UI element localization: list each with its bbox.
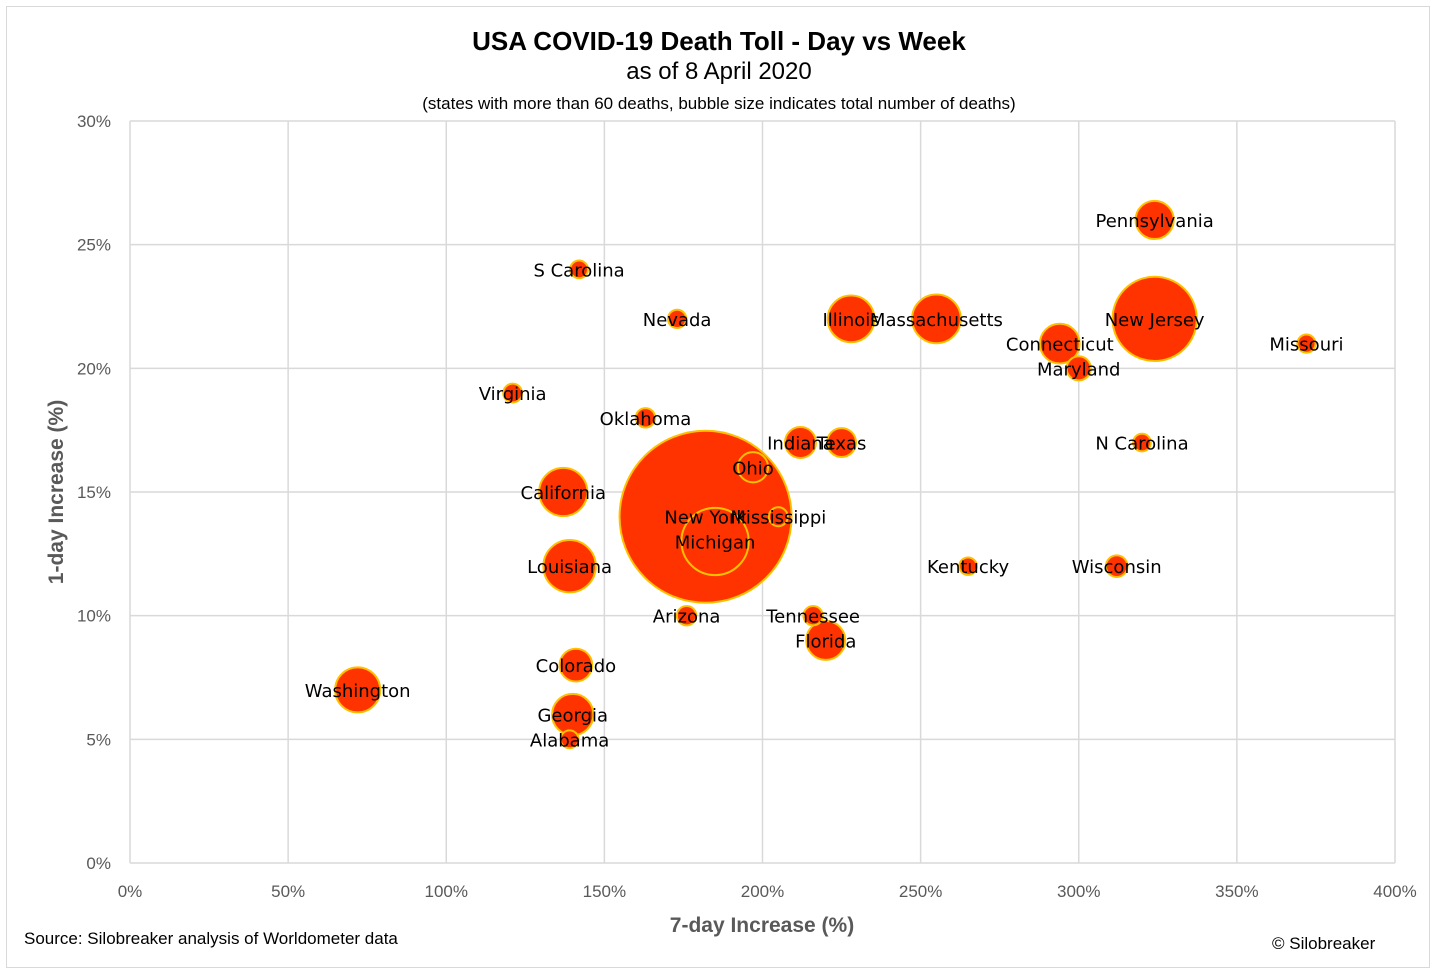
bubble-label-alabama: Alabama [530,730,609,751]
bubble-texas [826,427,858,458]
bubble-label-arizona: Arizona [653,607,721,628]
bubble-label-nevada: Nevada [643,310,712,331]
x-tick-label: 50% [271,882,305,901]
bubble-label-wisconsin: Wisconsin [1072,557,1162,578]
bubble-connecticut [1038,322,1081,365]
x-tick-label: 250% [899,882,942,901]
bubble-label-oklahoma: Oklahoma [600,409,692,430]
bubble-illinois [826,294,876,344]
bubble-california [538,466,589,518]
bubble-label-texas: Texas [816,434,867,455]
bubble-label-ohio: Ohio [732,458,774,479]
bubble-label-new-jersey: New Jersey [1105,310,1205,331]
bubble-label-colorado: Colorado [536,656,616,677]
bubble-indiana [783,426,817,460]
source-note: Source: Silobreaker analysis of Worldome… [24,929,398,948]
bubble-oklahoma [634,407,657,429]
bubble-label-n-carolina: N Carolina [1095,434,1188,455]
bubble-label-florida: Florida [795,631,856,652]
chart-note: (states with more than 60 deaths, bubble… [422,94,1016,113]
bubbles [334,199,1317,750]
bubble-label-georgia: Georgia [537,706,608,727]
bubble-maryland [1065,355,1092,382]
chart-title: USA COVID-19 Death Toll - Day vs Week [472,26,966,56]
y-tick-label: 10% [77,607,111,626]
bubble-tennessee [802,605,824,627]
bubble-alabama [559,729,580,750]
bubble-label-pennsylvania: Pennsylvania [1096,211,1214,232]
bubble-virginia [502,382,524,404]
bubble-colorado [558,647,594,683]
bubble-label-tennessee: Tennessee [765,607,860,628]
bubble-s-carolina [569,259,589,280]
x-tick-label: 350% [1215,882,1258,901]
tick-labels: 0% 50% 100% 150% 200% 250% 300% 350% 400% 0% 5% 10%… [77,112,1417,901]
bubble-pennsylvania [1134,199,1175,241]
y-axis-title: 1-day Increase (%) [45,400,68,584]
bubble-label-connecticut: Connecticut [1006,335,1114,356]
x-tick-label: 100% [425,882,468,901]
bubble-label-washington: Washington [305,681,411,702]
x-tick-label: 300% [1057,882,1100,901]
bubble-michigan [680,506,750,577]
bubble-label-mississippi: Mississippi [730,508,826,529]
bubble-label-missouri: Missouri [1269,335,1343,356]
bubble-massachusetts [911,293,962,345]
bubble-missouri [1296,333,1317,354]
chart-frame [6,6,1430,968]
bubble-washington [334,666,382,714]
y-tick-label: 15% [77,483,111,502]
x-tick-label: 0% [118,882,143,901]
bubble-louisiana [542,538,597,594]
x-tick-label: 150% [583,882,626,901]
y-tick-label: 25% [77,236,111,255]
y-tick-label: 20% [77,359,111,378]
x-axis-title: 7-day Increase (%) [670,914,854,937]
x-tick-label: 400% [1373,882,1416,901]
bubble-new-jersey [1111,275,1198,362]
bubble-kentucky [958,556,978,576]
bubble-label-kentucky: Kentucky [927,557,1010,578]
bubble-label-california: California [521,483,606,504]
x-tick-label: 200% [741,882,784,901]
bubble-label-indiana: Indiana [767,434,834,455]
bubble-ohio [736,451,770,484]
bubble-label-illinois: Illinois [822,310,879,331]
y-tick-label: 30% [77,112,111,131]
bubble-n-carolina [1132,432,1152,453]
bubble-label-michigan: Michigan [675,532,756,553]
bubble-florida [805,619,847,661]
bubble-label-s-carolina: S Carolina [533,260,624,281]
bubble-arizona [675,604,698,627]
bubble-label-new-york: New York [664,508,747,529]
chart-subtitle: as of 8 April 2020 [626,58,812,85]
y-tick-label: 5% [86,730,111,749]
bubble-label-massachusetts: Massachusetts [870,310,1003,331]
bubble-wisconsin [1104,554,1129,579]
bubble-label-virginia: Virginia [479,384,547,405]
y-tick-label: 0% [86,854,111,873]
bubble-labels: New York New Jersey Michigan Louisiana Massa… [305,211,1344,751]
bubble-mississippi [767,506,789,528]
bubble-label-maryland: Maryland [1037,359,1120,380]
bubble-label-louisiana: Louisiana [527,557,612,578]
bubble-nevada [666,308,688,330]
copyright-note: © Silobreaker [1272,934,1376,953]
